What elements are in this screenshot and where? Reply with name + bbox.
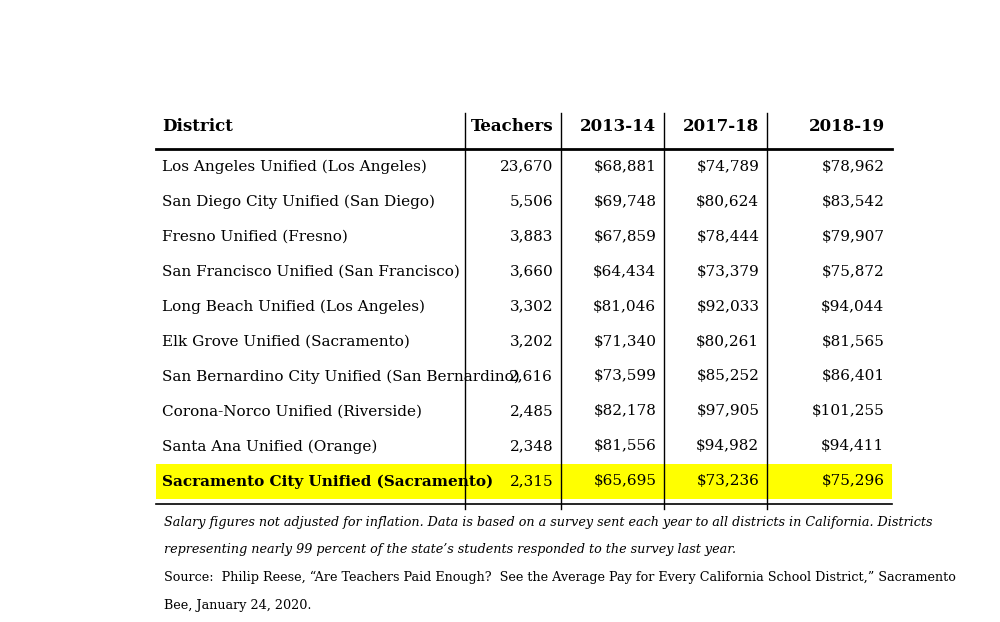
Text: Santa Ana Unified (Orange): Santa Ana Unified (Orange)	[162, 439, 378, 453]
Text: $74,789: $74,789	[696, 160, 759, 174]
Text: 2,348: 2,348	[510, 439, 553, 453]
Text: Sacramento City Unified (Sacramento): Sacramento City Unified (Sacramento)	[162, 474, 493, 488]
Text: Los Angeles Unified (Los Angeles): Los Angeles Unified (Los Angeles)	[162, 159, 427, 174]
Text: 3,202: 3,202	[509, 335, 553, 348]
Text: $80,624: $80,624	[696, 195, 759, 208]
Text: Teachers: Teachers	[471, 118, 553, 135]
Text: San Diego City Unified (San Diego): San Diego City Unified (San Diego)	[162, 195, 435, 209]
Text: 5,506: 5,506	[510, 195, 553, 208]
Text: $97,905: $97,905	[696, 404, 759, 419]
Text: San Francisco Unified (San Francisco): San Francisco Unified (San Francisco)	[162, 264, 460, 279]
Text: $94,411: $94,411	[821, 439, 885, 453]
Text: $69,748: $69,748	[593, 195, 656, 208]
Text: $73,379: $73,379	[697, 264, 759, 279]
Text: $75,872: $75,872	[822, 264, 885, 279]
Text: 2,616: 2,616	[509, 369, 553, 384]
Text: $81,046: $81,046	[593, 300, 656, 313]
Text: $92,033: $92,033	[696, 300, 759, 313]
Text: $78,444: $78,444	[696, 230, 759, 244]
Text: $73,599: $73,599	[593, 369, 656, 384]
Text: Bee, January 24, 2020.: Bee, January 24, 2020.	[164, 599, 311, 612]
Text: $94,982: $94,982	[696, 439, 759, 453]
Text: $65,695: $65,695	[593, 475, 656, 488]
Text: Long Beach Unified (Los Angeles): Long Beach Unified (Los Angeles)	[162, 299, 425, 313]
Text: 3,660: 3,660	[509, 264, 553, 279]
Text: 2,315: 2,315	[510, 475, 553, 488]
Text: 3,302: 3,302	[510, 300, 553, 313]
Text: Salary figures not adjusted for inflation. Data is based on a survey sent each y: Salary figures not adjusted for inflatio…	[164, 516, 932, 529]
Bar	[156, 464, 892, 499]
Text: $81,565: $81,565	[822, 335, 885, 348]
Text: $67,859: $67,859	[593, 230, 656, 244]
Text: 3,883: 3,883	[510, 230, 553, 244]
Text: $75,296: $75,296	[822, 475, 885, 488]
Text: Fresno Unified (Fresno): Fresno Unified (Fresno)	[162, 230, 348, 244]
Text: 2018-19: 2018-19	[808, 118, 885, 135]
Text: $64,434: $64,434	[593, 264, 656, 279]
Text: San Bernardino City Unified (San Bernardino): San Bernardino City Unified (San Bernard…	[162, 369, 520, 384]
Text: $101,255: $101,255	[812, 404, 885, 419]
Text: $78,962: $78,962	[822, 160, 885, 174]
Text: Corona-Norco Unified (Riverside): Corona-Norco Unified (Riverside)	[162, 404, 422, 419]
Text: $81,556: $81,556	[593, 439, 656, 453]
Text: $86,401: $86,401	[821, 369, 885, 384]
Text: Source:  Philip Reese, “Are Teachers Paid Enough?  See the Average Pay for Every: Source: Philip Reese, “Are Teachers Paid…	[164, 571, 956, 585]
Text: Elk Grove Unified (Sacramento): Elk Grove Unified (Sacramento)	[162, 335, 410, 348]
Text: $68,881: $68,881	[593, 160, 656, 174]
Text: $80,261: $80,261	[696, 335, 759, 348]
Text: representing nearly 99 percent of the state’s students responded to the survey l: representing nearly 99 percent of the st…	[164, 544, 736, 556]
Text: 2,485: 2,485	[510, 404, 553, 419]
Text: 23,670: 23,670	[500, 160, 553, 174]
Text: 2013-14: 2013-14	[580, 118, 656, 135]
Text: $71,340: $71,340	[593, 335, 656, 348]
Text: $94,044: $94,044	[821, 300, 885, 313]
Text: $82,178: $82,178	[593, 404, 656, 419]
Text: $79,907: $79,907	[822, 230, 885, 244]
Text: $73,236: $73,236	[696, 475, 759, 488]
Text: District: District	[162, 118, 233, 135]
Text: $83,542: $83,542	[822, 195, 885, 208]
Text: $85,252: $85,252	[696, 369, 759, 384]
Text: 2017-18: 2017-18	[683, 118, 759, 135]
